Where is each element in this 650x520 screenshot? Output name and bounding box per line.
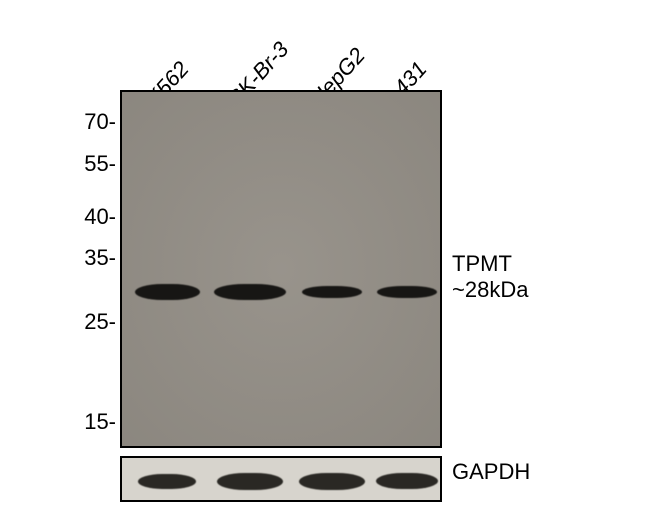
target-mw-label: ~28kDa: [452, 277, 528, 303]
target-band-lane-2: [214, 284, 286, 300]
loading-control-label: GAPDH: [452, 459, 530, 485]
target-protein-label: TPMT: [452, 251, 512, 277]
ladder-70: 70-: [20, 111, 116, 133]
blot-main-membrane: [120, 90, 442, 448]
loading-band-lane-2: [217, 473, 283, 490]
loading-band-lane-4: [376, 473, 438, 489]
ladder-35: 35-: [20, 247, 116, 269]
loading-band-lane-1: [138, 474, 196, 489]
ladder-55: 55-: [20, 153, 116, 175]
loading-band-lane-3: [299, 473, 365, 490]
target-band-lane-1: [135, 284, 200, 300]
ladder-25: 25-: [20, 311, 116, 333]
ladder-15: 15-: [20, 411, 116, 433]
target-band-lane-3: [302, 286, 362, 298]
western-blot-figure: K562 SK-Br-3 HepG2 A431 70- 55- 40- 35- …: [20, 10, 630, 510]
blot-loading-membrane: [120, 456, 442, 502]
target-band-lane-4: [377, 286, 437, 298]
ladder-40: 40-: [20, 206, 116, 228]
